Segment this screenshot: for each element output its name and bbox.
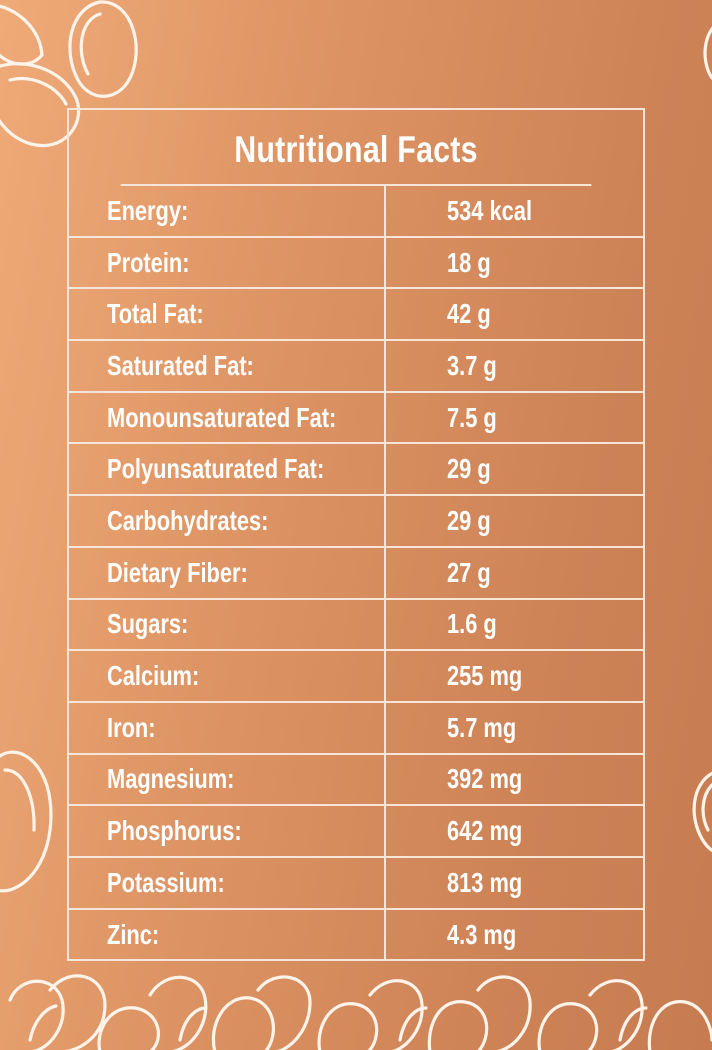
nutrient-label-cell: Energy:: [69, 186, 386, 236]
table-title: Nutritional Facts: [120, 110, 592, 186]
nutrient-label-cell: Polyunsaturated Fat:: [69, 444, 386, 495]
nutrient-label-cell: Protein:: [69, 237, 386, 288]
table-row: Magnesium: 392 mg: [69, 754, 643, 807]
nutrient-value: 4.3 mg: [447, 919, 517, 951]
nutrient-value-cell: 534 kcal: [386, 186, 643, 236]
nutrient-label-cell: Iron:: [69, 702, 386, 753]
nutrient-label: Dietary Fiber:: [107, 556, 248, 588]
nutrient-value: 813 mg: [447, 866, 523, 898]
pumpkin-seed-icon: [703, 26, 712, 80]
nutrient-label-cell: Phosphorus:: [69, 806, 386, 856]
nutrient-value-cell: 27 g: [386, 548, 643, 598]
nutrient-label: Polyunsaturated Fat:: [107, 453, 325, 485]
pumpkin-seed-icon: [692, 771, 712, 853]
table-row: Potassium: 813 mg: [69, 857, 643, 910]
nutrient-label: Saturated Fat:: [107, 349, 254, 381]
nutrient-label: Energy:: [107, 194, 189, 226]
nutrient-label: Potassium:: [107, 866, 225, 898]
table-row: Polyunsaturated Fat: 29 g: [69, 444, 643, 497]
table-row: Protein: 18 g: [69, 237, 643, 290]
nutrient-value: 29 g: [447, 453, 491, 485]
pumpkin-seed-icon: [68, 0, 138, 98]
table-row: Sugars: 1.6 g: [69, 599, 643, 652]
nutrient-value: 5.7 mg: [447, 711, 517, 743]
pumpkin-seed-icon: [0, 4, 44, 66]
nutrient-label: Protein:: [107, 246, 190, 278]
nutrient-value: 642 mg: [447, 815, 523, 847]
nutrient-label-cell: Magnesium:: [69, 754, 386, 805]
table-row: Monounsaturated Fat: 7.5 g: [69, 392, 643, 445]
table-row: Saturated Fat: 3.7 g: [69, 341, 643, 393]
nutrient-value-cell: 29 g: [386, 444, 643, 494]
nutrient-label-cell: Zinc:: [69, 909, 386, 962]
nutrient-value: 3.7 g: [447, 349, 497, 381]
table-rows: Energy: 534 kcal Protein: 18 g Total Fat: 42 …: [69, 186, 643, 962]
table-row: Iron: 5.7 mg: [69, 702, 643, 755]
nutrient-value-cell: 642 mg: [386, 806, 643, 856]
nutrient-label: Calcium:: [107, 660, 200, 692]
pumpkin-seed-icon: [0, 750, 53, 893]
table-row: Dietary Fiber: 27 g: [69, 547, 643, 600]
nutrient-value: 29 g: [447, 504, 491, 536]
nutrient-label-cell: Monounsaturated Fat:: [69, 392, 386, 443]
nutrient-value-cell: 813 mg: [386, 858, 643, 908]
nutrient-value: 534 kcal: [447, 194, 533, 226]
nutrient-value-cell: 18 g: [386, 238, 643, 288]
nutrient-label-cell: Calcium:: [69, 651, 386, 701]
nutrient-label: Zinc:: [107, 919, 160, 951]
nutrient-label-cell: Potassium:: [69, 857, 386, 908]
table-row: Zinc: 4.3 mg: [69, 909, 643, 962]
nutrient-value: 27 g: [447, 556, 491, 588]
nutrient-label: Total Fat:: [107, 298, 204, 330]
table-row: Energy: 534 kcal: [69, 186, 643, 238]
nutrient-label: Sugars:: [107, 608, 189, 640]
nutrient-label-cell: Dietary Fiber:: [69, 547, 386, 598]
nutrient-value-cell: 42 g: [386, 289, 643, 339]
nutrient-value-cell: 29 g: [386, 496, 643, 546]
nutrient-value-cell: 7.5 g: [386, 393, 643, 443]
nutrient-label: Phosphorus:: [107, 815, 242, 847]
nutrient-value-cell: 5.7 mg: [386, 703, 643, 753]
nutrient-value-cell: 392 mg: [386, 755, 643, 805]
pumpkin-seed-row: [8, 974, 712, 1050]
pumpkin-seed-icon: [0, 62, 81, 148]
nutrition-table: Nutritional Facts Energy: 534 kcal Protein…: [67, 108, 645, 962]
nutrient-label-cell: Carbohydrates:: [69, 496, 386, 546]
nutrient-value: 1.6 g: [447, 608, 497, 640]
nutrient-label-cell: Total Fat:: [69, 289, 386, 340]
table-row: Calcium: 255 mg: [69, 651, 643, 703]
nutrient-value-cell: 255 mg: [386, 651, 643, 701]
nutrient-value: 392 mg: [447, 763, 523, 795]
nutrient-value: 42 g: [447, 298, 491, 330]
nutrient-label: Iron:: [107, 711, 156, 743]
table-row: Phosphorus: 642 mg: [69, 806, 643, 858]
nutrient-value-cell: 4.3 mg: [386, 910, 643, 962]
table-row: Total Fat: 42 g: [69, 289, 643, 342]
nutrient-value-cell: 1.6 g: [386, 600, 643, 650]
nutrient-value: 18 g: [447, 246, 491, 278]
nutrient-label: Magnesium:: [107, 763, 235, 795]
nutrient-value: 255 mg: [447, 660, 523, 692]
nutrient-label: Monounsaturated Fat:: [107, 401, 337, 433]
nutrient-value: 7.5 g: [447, 401, 497, 433]
nutrient-label-cell: Saturated Fat:: [69, 341, 386, 391]
nutrient-label-cell: Sugars:: [69, 599, 386, 650]
table-row: Carbohydrates: 29 g: [69, 496, 643, 548]
nutrient-label: Carbohydrates:: [107, 504, 269, 536]
nutrient-value-cell: 3.7 g: [386, 341, 643, 391]
